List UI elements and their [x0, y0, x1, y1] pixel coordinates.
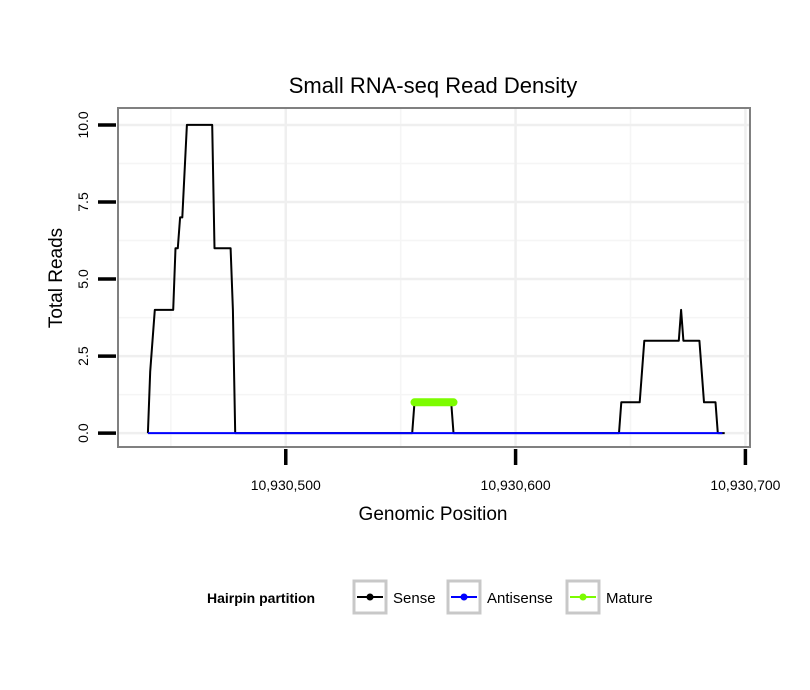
x-axis-title: Genomic Position — [359, 504, 508, 525]
x-tick-label: 10,930,700 — [710, 477, 780, 493]
plot-border — [117, 107, 751, 448]
y-tick-label: 7.5 — [75, 192, 91, 212]
y-axis: 0.0 2.5 5.0 7.5 10.0 — [75, 111, 116, 443]
series-layer — [146, 123, 725, 435]
chart-title: Small RNA-seq Read Density — [289, 73, 578, 98]
legend-key-point — [366, 593, 374, 601]
x-axis: 10,930,500 10,930,600 10,930,700 — [251, 449, 781, 493]
y-tick-label: 5.0 — [75, 269, 91, 289]
legend-item-antisense: Antisense — [446, 579, 553, 615]
y-tick-label: 10.0 — [75, 111, 91, 138]
x-tick-label: 10,930,500 — [251, 477, 321, 493]
legend-label: Antisense — [487, 590, 553, 607]
y-tick-label: 2.5 — [75, 346, 91, 366]
legend-label: Sense — [393, 590, 436, 607]
plot-background — [118, 108, 750, 447]
legend-key-point — [579, 593, 587, 601]
y-axis-title: Total Reads — [46, 228, 67, 328]
x-tick-label: 10,930,600 — [481, 477, 551, 493]
legend-label: Mature — [606, 590, 653, 607]
legend: Hairpin partition Sense Antisense Mature — [207, 579, 653, 615]
legend-item-mature: Mature — [565, 579, 653, 615]
legend-item-sense: Sense — [352, 579, 436, 615]
y-tick-label: 0.0 — [75, 423, 91, 443]
legend-title: Hairpin partition — [207, 590, 315, 606]
legend-key-point — [460, 593, 468, 601]
